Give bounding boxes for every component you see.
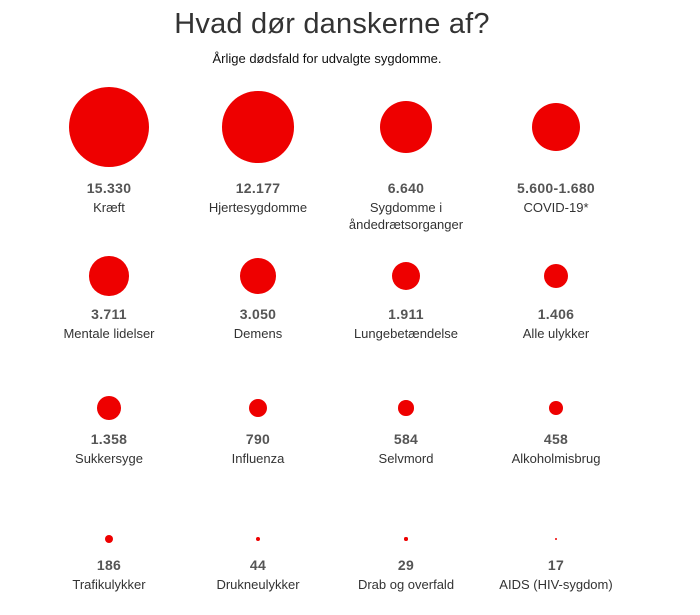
- category-label-12: Alkoholmisbrug: [511, 451, 601, 466]
- bubble-16: [554, 537, 558, 541]
- chart-subtitle: Årlige dødsfald for udvalgte sygdomme.: [212, 51, 442, 66]
- category-label-15: Drab og overfald: [357, 577, 455, 592]
- category-label-14: Drukneulykker: [216, 577, 300, 592]
- value-label-11: 584: [393, 431, 419, 447]
- category-label-6: Demens: [233, 326, 283, 341]
- bubble-6: [240, 258, 276, 294]
- category-label-11: Selvmord: [378, 451, 434, 466]
- category-label-13: Trafikulykker: [72, 577, 146, 592]
- bubble-7: [391, 261, 421, 291]
- value-label-10: 790: [245, 431, 271, 447]
- value-label-12: 458: [543, 431, 569, 447]
- category-label-8: Alle ulykker: [522, 326, 590, 341]
- bubble-13: [104, 534, 114, 544]
- bubble-3: [379, 100, 433, 154]
- category-label-4: COVID-19*: [523, 200, 589, 215]
- value-label-6: 3.050: [239, 306, 277, 322]
- value-label-4: 5.600-1.680: [516, 180, 596, 196]
- category-label-1: Kræft: [93, 200, 125, 215]
- value-label-15: 29: [397, 557, 415, 573]
- value-label-13: 186: [96, 557, 122, 573]
- bubble-11: [398, 400, 414, 416]
- value-label-5: 3.711: [91, 306, 127, 322]
- bubble-12: [549, 401, 563, 415]
- bubble-2: [222, 91, 294, 163]
- bubble-8: [543, 263, 569, 289]
- value-label-2: 12.177: [235, 180, 281, 196]
- category-label-3: Sygdomme i åndedrætsorganger: [348, 200, 464, 232]
- category-label-2: Hjertesygdomme: [208, 200, 308, 215]
- bubble-10: [248, 398, 268, 418]
- bubble-9: [97, 396, 121, 420]
- value-label-3: 6.640: [387, 180, 425, 196]
- bubble-5: [89, 256, 129, 296]
- chart-title: Hvad dør danskerne af?: [174, 8, 490, 40]
- value-label-1: 15.330: [86, 180, 132, 196]
- value-label-8: 1.406: [537, 306, 575, 322]
- value-label-16: 17: [547, 557, 565, 573]
- value-label-9: 1.358: [90, 431, 128, 447]
- bubble-1: [69, 87, 149, 167]
- bubble-14: [255, 536, 261, 542]
- category-label-10: Influenza: [231, 451, 285, 466]
- value-label-14: 44: [249, 557, 267, 573]
- bubble-15: [404, 537, 408, 541]
- category-label-5: Mentale lidelser: [63, 326, 155, 341]
- category-label-7: Lungebetændelse: [353, 326, 459, 341]
- category-label-16: AIDS (HIV-sygdom): [499, 577, 613, 592]
- value-label-7: 1.911: [388, 306, 424, 322]
- bubble-4: [531, 102, 581, 152]
- category-label-9: Sukkersyge: [75, 451, 143, 466]
